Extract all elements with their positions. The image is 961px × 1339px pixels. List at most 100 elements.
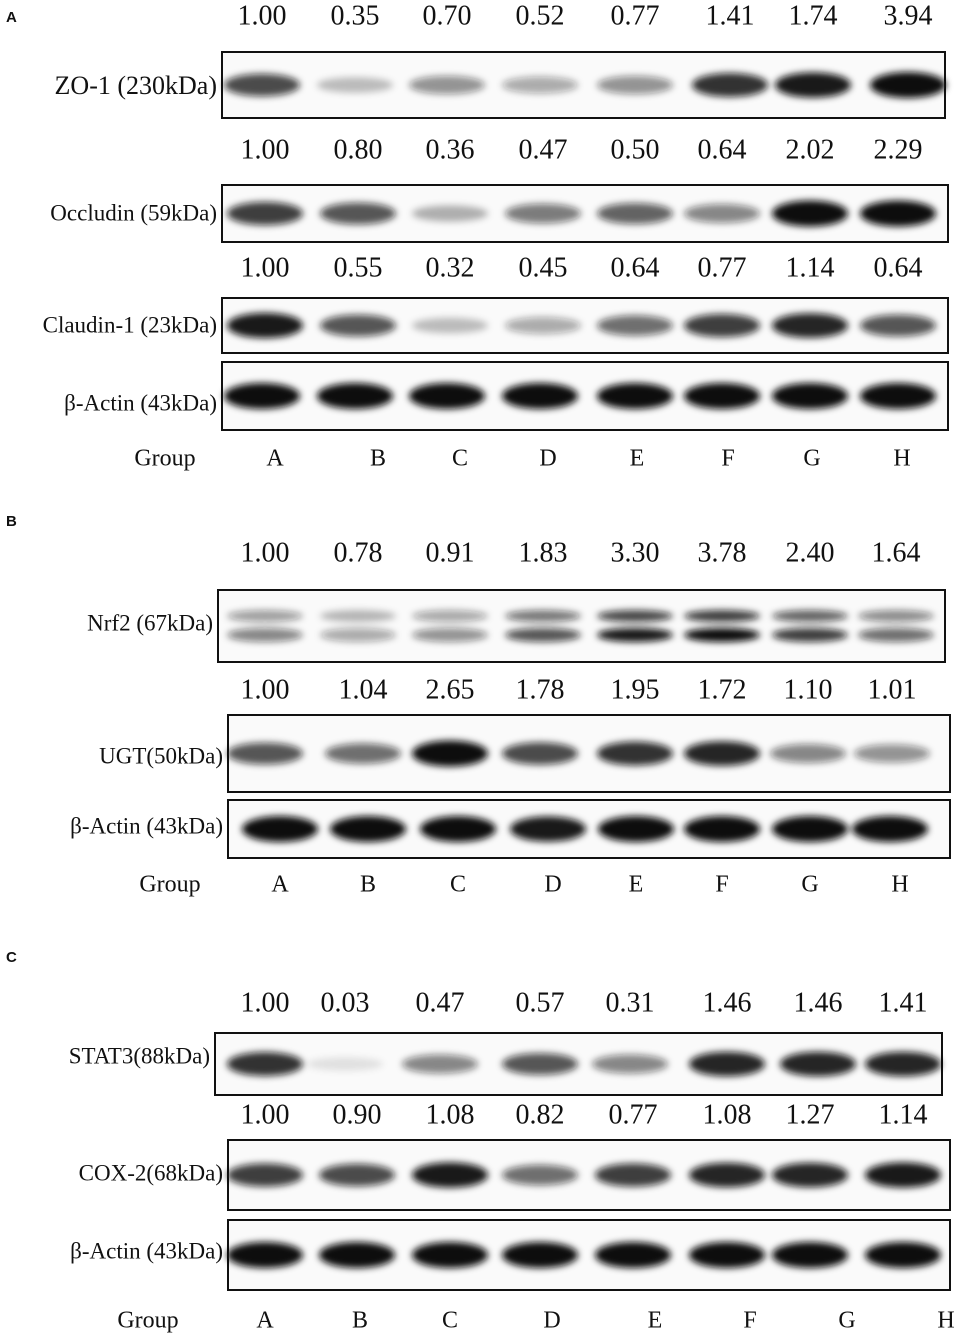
band [307, 1057, 383, 1071]
quant-value: 1.95 [611, 674, 660, 705]
quant-value: 1.01 [868, 674, 917, 705]
band [852, 816, 928, 842]
lane-label: A [266, 446, 284, 472]
blot-label: Claudin-1 (23kDa) [43, 312, 217, 337]
lane-label: H [937, 1308, 954, 1334]
band [865, 1051, 941, 1077]
quant-value: 0.32 [426, 252, 475, 283]
band [684, 741, 760, 766]
band [597, 610, 673, 622]
quant-value: 0.36 [426, 134, 475, 165]
band [595, 1242, 671, 1268]
band [597, 741, 673, 766]
quant-value: 1.00 [241, 252, 290, 283]
band [317, 77, 393, 93]
band [242, 816, 318, 842]
quant-value: 0.77 [698, 252, 747, 283]
band [412, 740, 488, 767]
quant-value: 1.00 [241, 987, 290, 1018]
quant-value: 1.08 [703, 1099, 752, 1130]
band [412, 317, 488, 334]
band [598, 816, 674, 842]
quant-value: 0.78 [334, 537, 383, 568]
band [227, 1242, 303, 1268]
band [854, 744, 930, 763]
band [412, 628, 488, 642]
band [858, 610, 934, 622]
band [320, 610, 396, 622]
band [865, 1162, 941, 1188]
band [775, 72, 851, 98]
quant-value: 1.41 [879, 987, 928, 1018]
band [420, 816, 496, 842]
quant-value: 1.00 [241, 674, 290, 705]
quant-value: 1.10 [784, 674, 833, 705]
lane-label: G [803, 446, 820, 472]
blot-bands [227, 740, 930, 767]
lane-label: C [442, 1308, 458, 1334]
lane-label: A [256, 1308, 274, 1334]
blot-label: β-Actin (43kDa) [64, 390, 217, 415]
quant-value: 0.52 [516, 0, 565, 31]
group-label: Group [134, 446, 195, 472]
blot-label: ZO-1 (230kDa) [55, 71, 217, 100]
blot-bands [227, 312, 936, 339]
band [502, 742, 578, 765]
quant-value: 1.04 [339, 674, 388, 705]
band [505, 610, 581, 622]
blot-bands [227, 200, 936, 227]
lane-label: E [648, 1308, 663, 1334]
lane-label: D [543, 1308, 560, 1334]
panel-label: C [6, 949, 17, 966]
band [505, 203, 581, 224]
lane-label: C [450, 872, 466, 898]
band [772, 200, 848, 227]
blot-bands [227, 1051, 941, 1077]
lane-label: E [630, 446, 645, 472]
quant-value: 1.78 [516, 674, 565, 705]
blot-label: Occludin (59kDa) [50, 200, 217, 225]
band [402, 1054, 478, 1074]
band [409, 75, 485, 95]
band [412, 205, 488, 222]
quant-value: 0.47 [416, 987, 465, 1018]
quant-value: 0.80 [334, 134, 383, 165]
blot-bands [227, 1242, 941, 1268]
band [692, 73, 768, 97]
band [319, 1242, 395, 1268]
band [227, 1163, 303, 1187]
blot-label: Nrf2 (67kDa) [87, 610, 213, 635]
quant-value: 0.82 [516, 1099, 565, 1130]
band [860, 314, 936, 337]
band [780, 1051, 856, 1077]
quant-value: 2.65 [426, 674, 475, 705]
band [689, 1242, 765, 1268]
band [684, 610, 760, 622]
band [412, 610, 488, 622]
band [224, 383, 300, 409]
band [227, 312, 303, 339]
quant-value: 1.00 [238, 0, 287, 31]
band [227, 1052, 303, 1076]
blot-label: β-Actin (43kDa) [70, 813, 223, 838]
band [320, 314, 396, 337]
band [502, 1053, 578, 1075]
lane-label: A [271, 872, 289, 898]
quant-value: 2.29 [874, 134, 923, 165]
band [689, 1162, 765, 1188]
band [772, 1242, 848, 1268]
blot-bands [224, 383, 936, 409]
quant-value: 0.90 [333, 1099, 382, 1130]
lane-label: F [721, 446, 734, 472]
quant-value: 3.78 [698, 537, 747, 568]
quant-value: 0.64 [698, 134, 747, 165]
band [597, 383, 673, 409]
band [684, 204, 760, 223]
band [597, 75, 673, 95]
band [317, 383, 393, 409]
band [772, 816, 848, 842]
quant-value: 1.14 [879, 1099, 928, 1130]
band [224, 73, 300, 97]
quant-value: 1.72 [698, 674, 747, 705]
